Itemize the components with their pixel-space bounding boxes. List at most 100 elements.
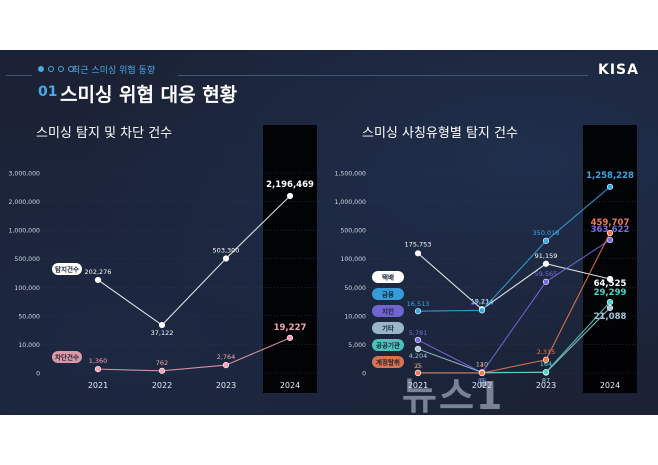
series-line-2 xyxy=(417,239,611,374)
y-tick-label: 500,000 xyxy=(340,228,366,235)
data-point xyxy=(606,275,614,283)
news1-watermark: 뉴스1 xyxy=(402,374,505,418)
legend-label: 금융 xyxy=(382,290,394,299)
data-point xyxy=(94,366,102,373)
data-label: 87 xyxy=(542,377,550,385)
slide: 최근 스미싱 위협 동향 01 스미싱 위협 대응 현황 KISA 스미싱 탐지… xyxy=(0,50,658,415)
data-label: 0 xyxy=(480,377,484,385)
y-tick-label: 1,000,000 xyxy=(9,228,41,235)
x-tick-label: 2023 xyxy=(536,381,556,390)
series-line-1 xyxy=(417,186,611,312)
x-tick-label: 2022 xyxy=(472,381,492,390)
divider-left xyxy=(6,75,32,76)
data-label: 762 xyxy=(156,359,168,367)
y-tick-label: 1,000,000 xyxy=(335,199,367,206)
data-point xyxy=(606,183,614,190)
data-point xyxy=(414,345,422,353)
data-point xyxy=(606,304,614,312)
data-label: 459,707 xyxy=(591,218,630,228)
y-tick-label: 0 xyxy=(36,371,40,378)
y-tick-label: 50,000 xyxy=(344,285,366,292)
y-tick-label: 2,000,000 xyxy=(9,199,41,206)
y-tick-label: 10,000 xyxy=(18,342,40,349)
legend-label: 차단건수 xyxy=(55,353,79,362)
legend-chip xyxy=(52,351,82,363)
series-line-5 xyxy=(417,232,611,374)
kisa-logo: KISA xyxy=(598,62,639,78)
data-point xyxy=(414,369,422,376)
data-label: 164 xyxy=(540,360,552,368)
data-point xyxy=(414,336,422,344)
data-label: 1,258,228 xyxy=(586,171,634,181)
legend-chip xyxy=(372,322,404,334)
data-label: 4 xyxy=(480,361,484,369)
legend-label: 지인 xyxy=(382,307,394,316)
legend-label: 택배 xyxy=(382,273,394,282)
data-point xyxy=(222,255,230,262)
data-label: 350,018 xyxy=(533,229,560,237)
data-point xyxy=(414,250,422,257)
data-point xyxy=(286,192,294,200)
legend-label: 기타 xyxy=(382,324,394,333)
y-tick-label: 1,500,000 xyxy=(335,171,367,178)
data-label: 1,360 xyxy=(89,357,108,365)
y-tick-label: 500,000 xyxy=(14,256,40,263)
legend-chip xyxy=(372,356,404,368)
y-tick-label: 100,000 xyxy=(340,256,366,263)
charts-canvas: 3,000,000 2,000,000 1,000,000 500,000 100,00… xyxy=(9,125,640,393)
legend-label: 공공기관 xyxy=(376,341,400,350)
data-point xyxy=(478,369,486,377)
data-label: 21,088 xyxy=(594,312,627,322)
x-tick-label: 2021 xyxy=(408,381,428,390)
section-number: 01 xyxy=(38,84,58,100)
data-label: 175,753 xyxy=(405,240,432,248)
data-point xyxy=(542,278,550,285)
y-tick-label: 5,000 xyxy=(348,342,366,349)
x-tick-label: 2023 xyxy=(216,381,236,390)
data-label: 2,764 xyxy=(217,353,236,361)
data-label: 0 xyxy=(416,362,420,370)
data-point xyxy=(94,276,102,284)
y-tick-label: 10,000 xyxy=(344,313,366,320)
data-point xyxy=(542,260,550,267)
legend-chip xyxy=(372,305,404,317)
data-label: 64,525 xyxy=(594,279,627,289)
data-label: 2,196,469 xyxy=(266,180,314,190)
data-label: 19,214 xyxy=(471,297,494,305)
series-line-3 xyxy=(417,307,611,374)
chart-title-left: 스미싱 탐지 및 차단 건수 xyxy=(36,126,173,141)
data-label: 16,513 xyxy=(407,300,430,308)
legend-label: 탐지건수 xyxy=(55,265,79,274)
data-label: 68 xyxy=(478,377,486,385)
legend-chip xyxy=(372,288,404,300)
data-label: 363,622 xyxy=(591,225,630,235)
data-point xyxy=(606,298,614,306)
x-tick-label: 2024 xyxy=(280,381,300,390)
data-label: 19,227 xyxy=(274,323,307,333)
data-label: 37,122 xyxy=(151,329,174,337)
data-point xyxy=(158,367,166,374)
series-line-1 xyxy=(97,337,291,372)
legend-chip xyxy=(372,271,404,283)
x-tick-label: 2021 xyxy=(88,381,108,390)
x-tick-label: 2022 xyxy=(152,381,172,390)
legend-chip xyxy=(372,339,404,351)
progress-dots xyxy=(38,66,74,72)
divider-right xyxy=(178,75,588,76)
series-line-0 xyxy=(417,252,611,310)
data-point xyxy=(606,236,614,243)
data-point xyxy=(414,308,422,315)
data-label: 202,276 xyxy=(85,268,112,276)
data-label: 110 xyxy=(476,360,488,368)
data-label: 59,565 xyxy=(535,270,558,278)
data-point xyxy=(478,307,486,314)
legend-label: 계정탈취 xyxy=(376,358,400,367)
data-point xyxy=(222,362,230,369)
data-point xyxy=(542,368,550,376)
chart-title-right: 스미싱 사칭유형별 탐지 건수 xyxy=(362,126,518,141)
series-line-0 xyxy=(97,195,291,326)
highlight-column-2024 xyxy=(583,125,637,393)
data-point xyxy=(158,321,166,329)
page-title: 스미싱 위협 대응 현황 xyxy=(60,84,238,106)
data-point xyxy=(542,356,550,363)
